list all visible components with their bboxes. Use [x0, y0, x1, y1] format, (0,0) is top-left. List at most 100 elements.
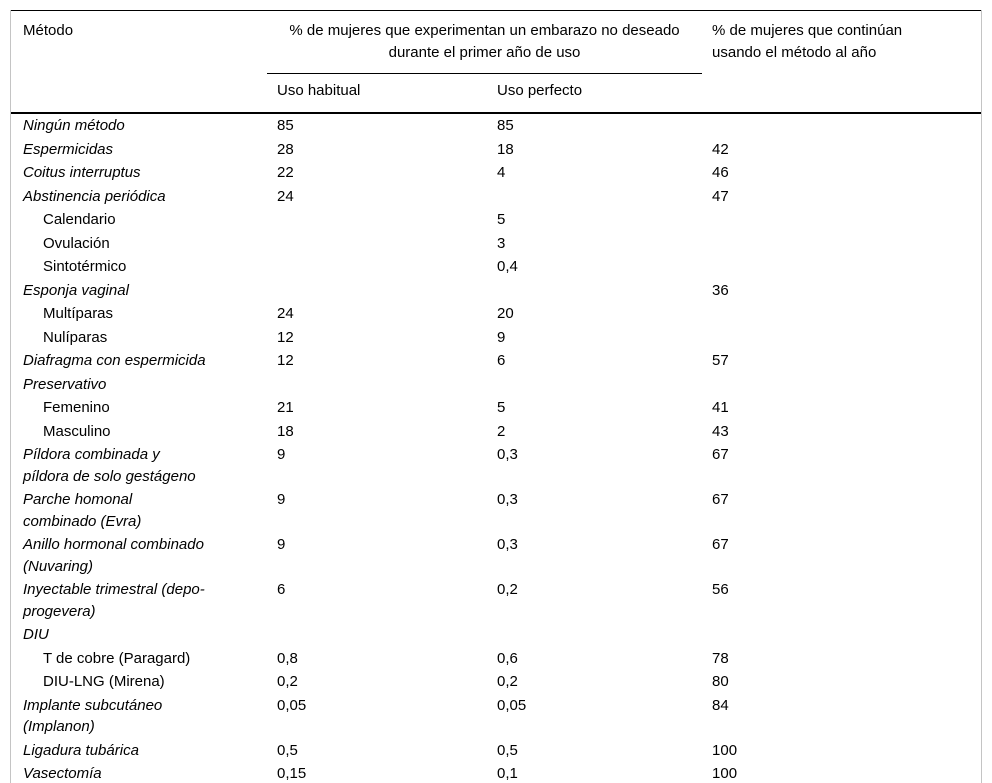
header-perfect-use: Uso perfecto [497, 82, 583, 100]
perfect-use-cell [487, 185, 702, 209]
table-row: DIU-LNG (Mirena) 0,2 0,2 80 [11, 670, 981, 694]
table-row: DIU [11, 623, 981, 647]
method-cell: Parche homonal combinado (Evra) [23, 491, 142, 530]
table-row: Ligadura tubárica 0,5 0,5 100 [11, 739, 981, 763]
typical-use-cell [267, 279, 487, 303]
table-row: Abstinencia periódica 24 47 [11, 185, 981, 209]
table-row: Diafragma con espermicida 12 6 57 [11, 349, 981, 373]
table-body: Ningún método 85 85 Espermicidas 28 18 42 Coitu… [11, 113, 981, 783]
continuation-cell: 67 [712, 491, 729, 508]
table-row: Multíparas 24 20 [11, 302, 981, 326]
table-row: Ovulación 3 [11, 232, 981, 256]
perfect-use-cell: 0,05 [497, 696, 527, 714]
typical-use-cell: 28 [277, 140, 294, 158]
typical-use-cell [267, 373, 487, 397]
perfect-use-cell: 85 [497, 117, 514, 134]
continuation-cell: 41 [712, 399, 729, 416]
table-row: Masculino 18 2 43 [11, 420, 981, 444]
typical-use-cell: 9 [277, 491, 286, 508]
method-cell: Ligadura tubárica [23, 741, 139, 759]
continuation-cell: 42 [712, 140, 729, 158]
header-pregnancy-group: % de mujeres que experimentan un embaraz… [267, 10, 703, 74]
header-row-sub: Uso habitual Uso perfecto [11, 74, 981, 114]
typical-use-cell: 6 [277, 581, 286, 598]
typical-use-cell: 0,8 [277, 649, 298, 667]
header-pregnancy-group-label: % de mujeres que experimentan un embaraz… [289, 22, 680, 61]
typical-use-cell: 85 [277, 117, 294, 134]
method-cell: Nulíparas [43, 328, 108, 346]
typical-use-cell [267, 208, 487, 232]
method-cell: DIU [23, 626, 49, 643]
continuation-cell: 78 [712, 649, 729, 667]
method-cell: Inyectable trimestral (depo-progevera) [23, 581, 205, 620]
perfect-use-cell: 0,1 [497, 765, 518, 782]
typical-use-cell: 9 [277, 536, 286, 553]
typical-use-cell: 9 [277, 446, 286, 463]
continuation-cell: 46 [712, 164, 729, 181]
continuation-cell [702, 623, 981, 647]
perfect-use-cell: 0,2 [497, 673, 518, 690]
table-row: Esponja vaginal 36 [11, 279, 981, 303]
method-cell: Ningún método [23, 117, 125, 134]
perfect-use-cell [487, 279, 702, 303]
typical-use-cell: 0,5 [277, 741, 298, 759]
perfect-use-cell: 5 [497, 211, 506, 228]
perfect-use-cell: 4 [497, 164, 506, 181]
method-cell: T de cobre (Paragard) [43, 649, 191, 667]
perfect-use-cell: 0,5 [497, 741, 518, 759]
method-cell: Píldora combinada y píldora de solo gest… [23, 446, 196, 485]
typical-use-cell: 0,05 [277, 696, 307, 714]
table-row: Espermicidas 28 18 42 [11, 138, 981, 162]
contraceptive-effectiveness-table: Método % de mujeres que experimentan un … [11, 10, 982, 783]
continuation-cell: 47 [712, 187, 729, 205]
perfect-use-cell [487, 623, 702, 647]
perfect-use-cell: 0,4 [497, 258, 518, 275]
typical-use-cell: 0,15 [277, 765, 307, 782]
perfect-use-cell: 3 [497, 234, 506, 252]
continuation-cell: 67 [712, 536, 729, 553]
continuation-cell [702, 255, 981, 279]
method-cell: Diafragma con espermicida [23, 352, 206, 369]
table-header: Método % de mujeres que experimentan un … [11, 10, 982, 114]
continuation-cell: 43 [712, 422, 729, 440]
continuation-cell: 57 [712, 352, 729, 369]
perfect-use-cell: 20 [497, 305, 514, 322]
typical-use-cell: 24 [277, 187, 294, 205]
method-cell: Anillo hormonal combinado (Nuvaring) [23, 536, 204, 575]
perfect-use-cell: 0,3 [497, 536, 518, 553]
perfect-use-cell: 5 [497, 399, 506, 416]
method-cell: Sintotérmico [43, 258, 127, 275]
continuation-cell: 100 [712, 741, 738, 759]
method-cell: Femenino [43, 399, 110, 416]
table-row: Calendario 5 [11, 208, 981, 232]
continuation-cell: 100 [712, 765, 738, 782]
continuation-cell: 56 [712, 581, 729, 598]
continuation-cell: 80 [712, 673, 729, 690]
header-row-top: Método % de mujeres que experimentan un … [11, 10, 981, 74]
method-cell: Ovulación [43, 234, 110, 252]
perfect-use-cell: 0,2 [497, 581, 518, 598]
continuation-cell [702, 113, 981, 138]
header-continuation: % de mujeres que continúan usando el mét… [702, 11, 981, 114]
table-row: Implante subcutáneo (Implanon) 0,05 0,05 84 [11, 694, 981, 739]
continuation-cell [702, 326, 981, 350]
table-frame: Método % de mujeres que experimentan un … [10, 10, 982, 783]
continuation-cell [702, 373, 981, 397]
typical-use-cell [267, 232, 487, 256]
continuation-cell: 84 [712, 696, 729, 714]
continuation-cell: 36 [712, 281, 729, 299]
perfect-use-cell: 0,6 [497, 649, 518, 667]
continuation-cell [702, 232, 981, 256]
table-row: Preservativo [11, 373, 981, 397]
typical-use-cell: 22 [277, 164, 294, 181]
table-row: Píldora combinada y píldora de solo gest… [11, 443, 981, 488]
table-row: Parche homonal combinado (Evra) 9 0,3 67 [11, 488, 981, 533]
perfect-use-cell [487, 373, 702, 397]
perfect-use-cell: 9 [497, 328, 506, 346]
header-typical-use: Uso habitual [277, 82, 361, 100]
table-row: T de cobre (Paragard) 0,8 0,6 78 [11, 647, 981, 671]
typical-use-cell: 12 [277, 352, 294, 369]
typical-use-cell: 18 [277, 422, 294, 440]
table-row: Ningún método 85 85 [11, 113, 981, 138]
